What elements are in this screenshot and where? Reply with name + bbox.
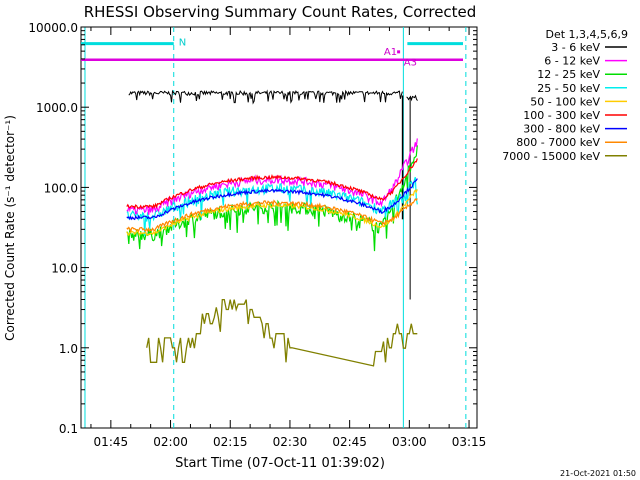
- x-tick-label: 02:00: [153, 435, 188, 449]
- series-layer: [126, 89, 418, 367]
- series-3-6keV-tail: [406, 94, 418, 102]
- y-tick-label: 0.1: [59, 422, 78, 436]
- x-tick-label: 03:00: [392, 435, 427, 449]
- chart-title: RHESSI Observing Summary Count Rates, Co…: [84, 3, 477, 21]
- series-800-7000keV: [126, 197, 418, 234]
- x-tick-label: 02:15: [213, 435, 248, 449]
- legend-label: 6 - 12 keV: [544, 55, 600, 68]
- legend-label: 25 - 50 keV: [537, 82, 600, 95]
- legend-label: 800 - 7000 keV: [516, 136, 600, 149]
- x-tick-label: 01:45: [94, 435, 129, 449]
- axes: 10000.0 1000.0 100.0 10.0 1.0 0.1 01:45 02:00 02…: [28, 21, 486, 449]
- attenuator-marker: [397, 50, 401, 54]
- series-100-300keV: [126, 158, 418, 210]
- x-tick-label: 02:30: [273, 435, 308, 449]
- attenuator-label-a1: A1: [384, 47, 397, 58]
- footer-timestamp: 21-Oct-2021 01:50: [560, 469, 636, 478]
- series-7000-15000keV: [146, 298, 418, 367]
- legend-title: Det 1,3,4,5,6,9: [545, 28, 628, 41]
- y-axis-label: Corrected Count Rate (s⁻¹ detector⁻¹): [3, 115, 17, 341]
- plot-area: N A1 A3 10000.0 1000.0 100.0 10.0 1.0 0.1 01:45 0…: [28, 21, 486, 449]
- legend-label: 12 - 25 keV: [537, 68, 600, 81]
- legend-label: 100 - 300 keV: [523, 109, 600, 122]
- x-tick-label: 02:45: [332, 435, 367, 449]
- orbit-markers: N A1 A3: [81, 27, 467, 428]
- legend-label: 3 - 6 keV: [551, 41, 600, 54]
- series-300-800keV: [126, 178, 418, 221]
- y-tick-label: 100.0: [44, 181, 78, 195]
- series-6-12keV: [126, 138, 418, 215]
- series-25-50keV: [126, 176, 418, 236]
- y-tick-label: 10000.0: [28, 21, 78, 35]
- night-label: N: [179, 38, 186, 49]
- x-tick-label: 03:15: [452, 435, 487, 449]
- plot-frame: [80, 26, 478, 429]
- series-50-100keV: [126, 189, 418, 237]
- y-tick-label: 1000.0: [36, 101, 78, 115]
- legend-label: 50 - 100 keV: [530, 95, 600, 108]
- y-tick-label: 1.0: [59, 342, 78, 356]
- attenuator-label-a3: A3: [404, 58, 417, 69]
- legend-label: 300 - 800 keV: [523, 123, 600, 136]
- series-3-6keV: [128, 89, 403, 105]
- legend-label: 7000 - 15000 keV: [502, 150, 600, 163]
- x-axis-label: Start Time (07-Oct-11 01:39:02): [175, 456, 385, 471]
- y-tick-label: 10.0: [51, 262, 78, 276]
